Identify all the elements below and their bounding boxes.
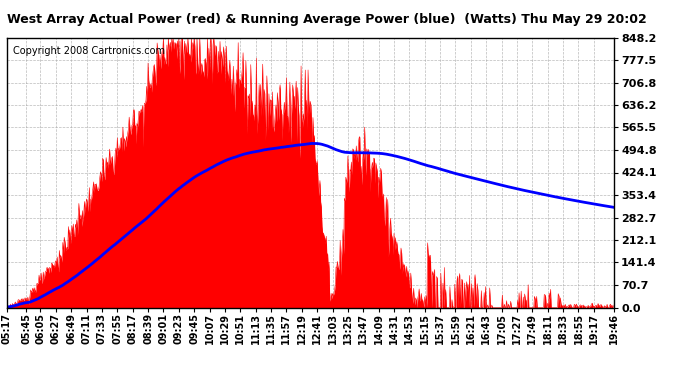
Text: West Array Actual Power (red) & Running Average Power (blue)  (Watts) Thu May 29: West Array Actual Power (red) & Running …: [7, 13, 647, 26]
Text: Copyright 2008 Cartronics.com: Copyright 2008 Cartronics.com: [13, 46, 165, 56]
